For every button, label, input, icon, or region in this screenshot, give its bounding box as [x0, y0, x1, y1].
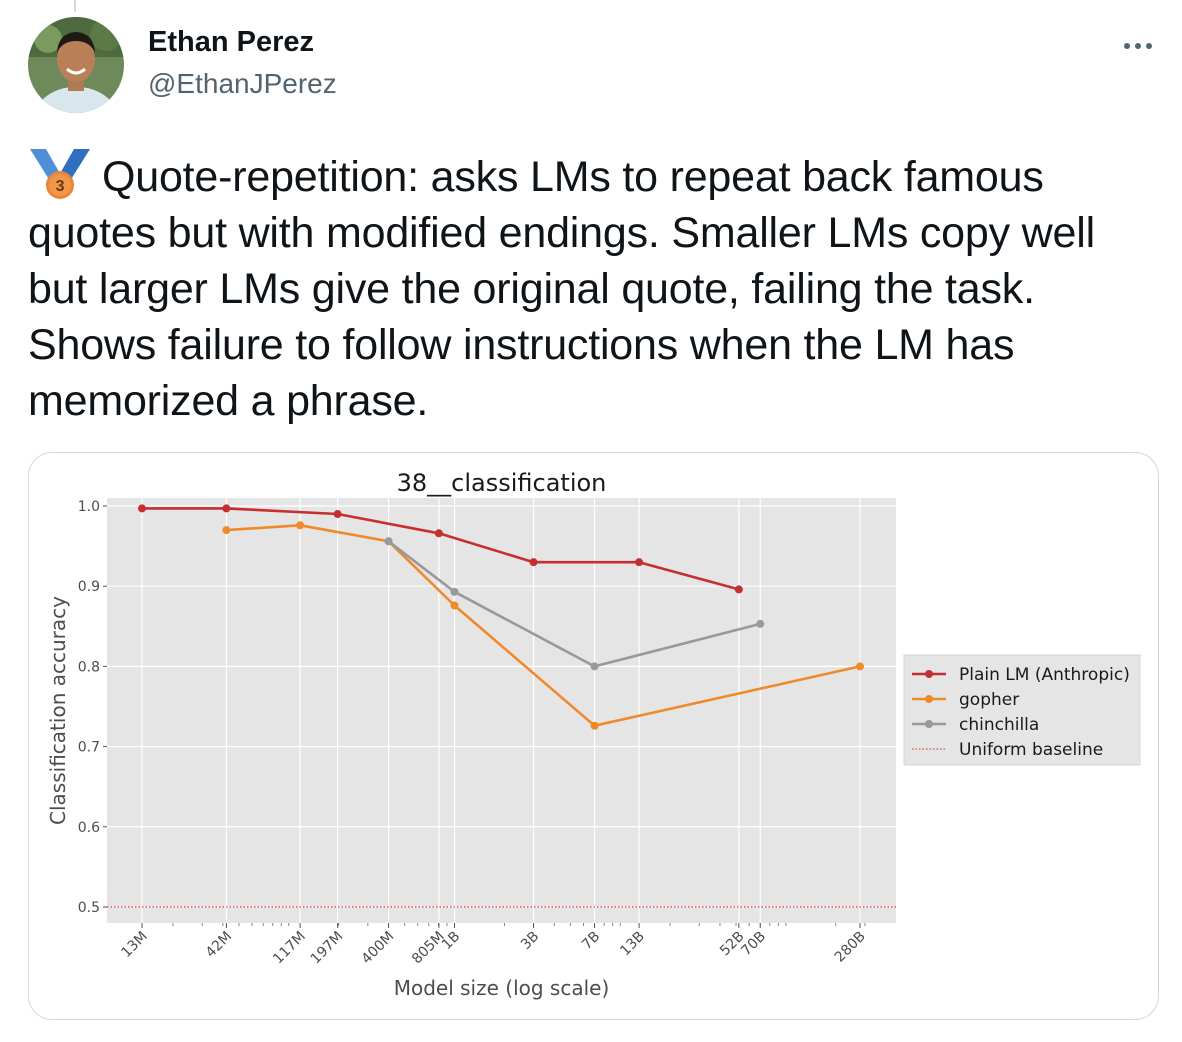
- x-tick-label: 400M: [359, 929, 398, 968]
- x-tick-label: 13M: [118, 929, 150, 961]
- tweet-text: Quote-repetition: asks LMs to repeat bac…: [28, 153, 1095, 425]
- more-icon[interactable]: [1116, 28, 1160, 64]
- data-point: [450, 587, 459, 596]
- x-axis-label: Model size (log scale): [394, 976, 610, 1000]
- more-dot: [1146, 43, 1152, 49]
- legend-entry: gopher: [959, 690, 1019, 710]
- data-point: [222, 526, 231, 535]
- legend-entry: Uniform baseline: [959, 740, 1103, 760]
- x-tick-label: 7B: [579, 929, 603, 953]
- y-tick-label: 0.6: [78, 820, 100, 836]
- legend-entry: chinchilla: [959, 715, 1039, 735]
- data-point: [856, 662, 864, 671]
- y-tick-label: 1.0: [78, 499, 100, 515]
- more-dot: [1135, 43, 1141, 49]
- data-point: [590, 721, 599, 730]
- data-point: [529, 558, 538, 567]
- legend-marker: [925, 720, 933, 728]
- y-tick-label: 0.9: [78, 579, 100, 595]
- x-tick-label: 3B: [518, 929, 542, 953]
- avatar-image: [28, 17, 124, 113]
- data-point: [138, 504, 146, 513]
- series-line: [226, 524, 861, 728]
- data-point: [222, 504, 231, 513]
- data-point: [635, 558, 644, 567]
- more-dot: [1124, 43, 1130, 49]
- y-tick-label: 0.5: [78, 900, 100, 916]
- chart-title: 38__classification: [397, 469, 607, 497]
- plot-area: [107, 498, 896, 923]
- y-tick-label: 0.8: [78, 659, 100, 675]
- avatar[interactable]: [28, 17, 124, 113]
- data-point: [434, 529, 443, 538]
- legend-marker: [925, 670, 933, 678]
- x-tick-label: 42M: [203, 929, 235, 961]
- data-point: [450, 601, 459, 610]
- tweet-media-chart[interactable]: 0.5 0.6 0.7 0.8 0.9 1.0 13M 42M 117M 197M 400M 805M…: [28, 452, 1159, 1020]
- x-tick-label: 805M: [409, 929, 448, 968]
- x-tick-label: 1B: [439, 929, 463, 953]
- x-tick-label: 197M: [308, 929, 347, 968]
- x-tick-label: 117M: [270, 929, 309, 968]
- data-point: [333, 510, 342, 519]
- data-point: [756, 619, 765, 628]
- data-point: [296, 521, 305, 530]
- legend-entry: Plain LM (Anthropic): [959, 665, 1130, 685]
- y-axis-label: Classification accuracy: [46, 596, 70, 825]
- medal-number: 3: [56, 178, 65, 195]
- x-tick-label: 70B: [738, 929, 769, 960]
- thread-connector-line: [74, 0, 76, 12]
- author-name[interactable]: Ethan Perez: [148, 26, 314, 58]
- y-tick-label: 0.7: [78, 740, 100, 756]
- author-handle[interactable]: @EthanJPerez: [148, 68, 337, 99]
- x-tick-label: 280B: [832, 929, 869, 966]
- series-line: [387, 540, 761, 668]
- data-point: [590, 662, 599, 671]
- data-point: [734, 585, 743, 594]
- x-tick-label: 13B: [617, 929, 648, 960]
- data-point: [384, 537, 393, 546]
- third-place-medal-icon: 3: [30, 149, 90, 199]
- tweet-text-container: 3 Quote-repetition: asks LMs to repeat b…: [28, 149, 1158, 429]
- legend-marker: [925, 695, 933, 703]
